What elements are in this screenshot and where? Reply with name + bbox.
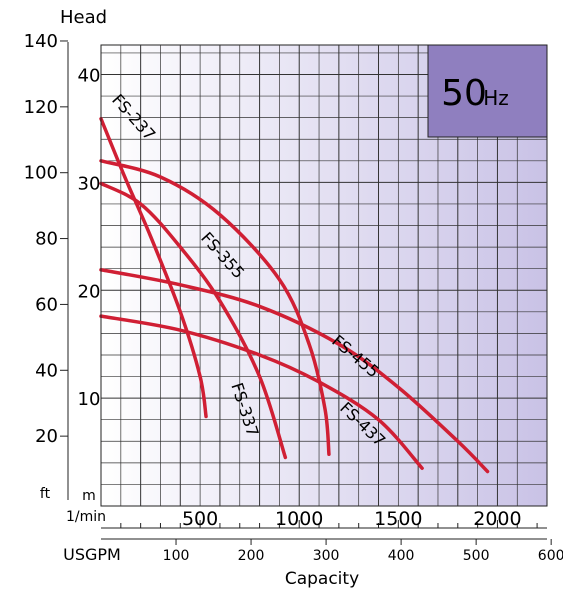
m-axis-ticks: 10 20 30 40 xyxy=(78,66,101,411)
ft-unit-label: ft xyxy=(40,486,51,502)
usgpm-tick-label: 200 xyxy=(238,548,265,564)
ft-tick-label: 20 xyxy=(35,426,58,447)
frequency-badge: 50 Hz xyxy=(427,44,548,138)
usgpm-tick-label: 500 xyxy=(463,548,490,564)
m-tick-label: 30 xyxy=(78,173,101,194)
ft-tick-label: 100 xyxy=(24,163,58,184)
m-tick-label: 10 xyxy=(78,389,101,410)
lpm-tick-label: 1500 xyxy=(374,508,422,530)
usgpm-axis-ticks: 100 200 300 400 500 600 xyxy=(163,539,563,564)
ft-tick-label: 60 xyxy=(35,294,58,315)
curve-fs-355 xyxy=(99,159,331,456)
ft-tick-label: 120 xyxy=(24,97,58,118)
m-tick-label: 40 xyxy=(78,66,101,87)
badge-unit: Hz xyxy=(483,86,509,110)
curve-fs-455 xyxy=(99,268,490,474)
x-axis-title: Capacity xyxy=(285,569,359,589)
usgpm-tick-label: 100 xyxy=(163,548,190,564)
lpm-tick-label: 500 xyxy=(182,508,218,530)
curve-fs-237 xyxy=(99,116,208,419)
usgpm-tick-label: 300 xyxy=(313,548,340,564)
badge-box xyxy=(427,44,548,138)
usgpm-tick-label: 600 xyxy=(538,548,563,564)
ft-axis-title: Head xyxy=(60,7,107,28)
m-tick-label: 20 xyxy=(78,281,101,302)
lpm-tick-label: 1000 xyxy=(275,508,323,530)
curve-fs-337 xyxy=(99,181,288,460)
lpm-tick-label: 2000 xyxy=(473,508,521,530)
lpm-axis-ticks: 500 1000 1500 2000 xyxy=(120,508,538,530)
curve-fs-437 xyxy=(99,314,424,470)
ft-tick-label: 40 xyxy=(35,360,58,381)
ft-tick-label: 140 xyxy=(24,31,58,52)
m-unit-label: m xyxy=(82,488,96,504)
badge-value: 50 xyxy=(441,73,487,114)
pump-curves xyxy=(99,116,490,474)
usgpm-unit-label: USGPM xyxy=(63,545,121,564)
lpm-unit-label: 1/min xyxy=(66,509,106,525)
ft-tick-label: 80 xyxy=(35,229,58,250)
grid xyxy=(101,45,547,506)
usgpm-tick-label: 400 xyxy=(388,548,415,564)
ft-axis-ticks: 20 40 60 80 100 120 140 xyxy=(24,31,68,447)
